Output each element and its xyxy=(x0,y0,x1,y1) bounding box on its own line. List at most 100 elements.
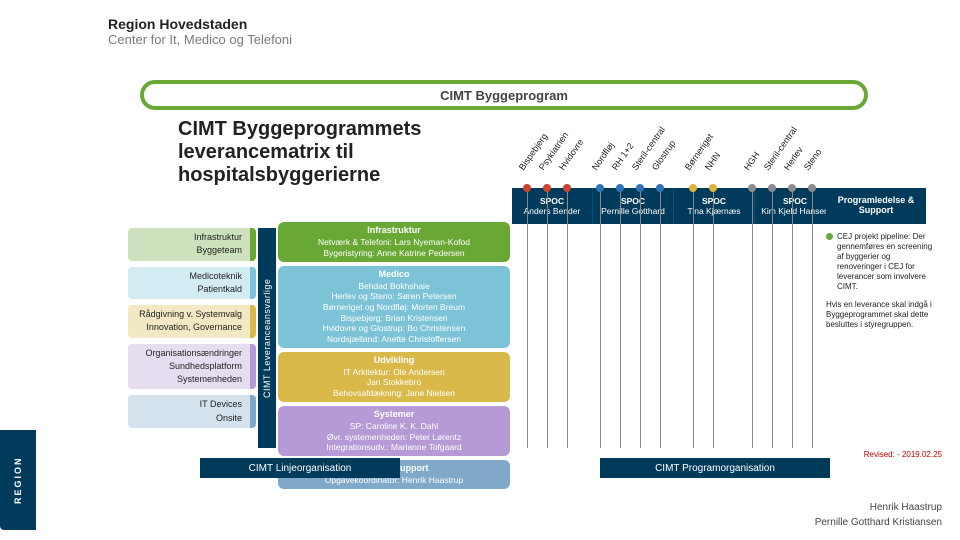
category-row: Infrastruktur xyxy=(128,231,248,244)
hospital-line xyxy=(600,190,601,448)
hospital-line xyxy=(640,190,641,448)
spoc-row: SPOCAnders BenderSPOCPernille GotthardSP… xyxy=(512,188,835,224)
spoc-name: Kim Kjeld Hansen xyxy=(757,206,833,216)
function-title: Infrastruktur xyxy=(284,225,504,236)
category-row: Organisationsændringer xyxy=(128,347,248,360)
note-dot xyxy=(826,233,833,240)
hospital-line xyxy=(752,190,753,448)
category-block: MedicoteknikPatientkald xyxy=(128,267,256,300)
hospital-dot xyxy=(616,184,624,192)
hospital-label: Steno xyxy=(802,147,824,172)
category-row: Sundhedsplatform xyxy=(128,360,248,373)
note-item: CEJ projekt pipeline: Der gennemføres en… xyxy=(826,232,936,292)
category-block: InfrastrukturByggeteam xyxy=(128,228,256,261)
category-row: Systemenheden xyxy=(128,373,248,386)
note-text: CEJ projekt pipeline: Der gennemføres en… xyxy=(837,232,936,292)
spoc-cell: SPOCTina Kjærnæs xyxy=(674,188,755,224)
function-line: SP: Caroline K. K. Dahl xyxy=(284,421,504,432)
category-row: Patientkald xyxy=(128,283,248,296)
program-box: Programledelse & Support xyxy=(826,188,926,224)
spoc-cell: SPOCAnders Bender xyxy=(512,188,593,224)
spoc-name: Tina Kjærnæs xyxy=(676,206,752,216)
category-column: InfrastrukturByggeteam MedicoteknikPatien… xyxy=(128,228,256,434)
hospital-dot xyxy=(636,184,644,192)
author-1: Henrik Haastrup xyxy=(815,500,942,515)
category-block: OrganisationsændringerSundhedsplatformSy… xyxy=(128,344,256,390)
category-row: Onsite xyxy=(128,412,248,425)
function-line: Bygeristyring: Anne Katrine Pedersen xyxy=(284,248,504,259)
function-box: MedicoBehdad BokhshaieHerlev og Steno: S… xyxy=(278,266,510,348)
function-line: Integrationsudv.: Marianne Tofgaard xyxy=(284,442,504,453)
authors: Henrik Haastrup Pernille Gotthard Kristi… xyxy=(815,500,942,530)
function-line: Nordsjælland: Anette Christoffersen xyxy=(284,334,504,345)
spoc-title: SPOC xyxy=(757,196,833,206)
spoc-cell: SPOCKim Kjeld Hansen xyxy=(755,188,835,224)
hospital-dot xyxy=(543,184,551,192)
hospital-dot xyxy=(596,184,604,192)
notes-block: CEJ projekt pipeline: Der gennemføres en… xyxy=(826,232,936,338)
hospital-dot xyxy=(808,184,816,192)
spoc-title: SPOC xyxy=(676,196,752,206)
function-line: Jan Stokkebro xyxy=(284,377,504,388)
page: REGION Region Hovedstaden Center for It,… xyxy=(0,0,960,540)
category-block: IT DevicesOnsite xyxy=(128,395,256,428)
function-line: Netværk & Telefoni: Lars Nyeman-Kofod xyxy=(284,237,504,248)
region-sidebar: REGION xyxy=(0,430,36,530)
hospital-dot xyxy=(788,184,796,192)
bottom-label-left: CIMT Linjeorganisation xyxy=(200,458,400,478)
hospital-dot xyxy=(689,184,697,192)
category-block: Rådgivning v. SystemvalgInnovation, Gove… xyxy=(128,305,256,338)
main-title: CIMT Byggeprogrammets leverancematrix ti… xyxy=(178,118,508,187)
function-title: Systemer xyxy=(284,409,504,420)
hospital-line xyxy=(792,190,793,448)
note-text: Hvis en leverance skal indgå i Byggeprog… xyxy=(826,300,936,330)
hospital-dot xyxy=(523,184,531,192)
function-line: Børneriget og Nordfløj: Morten Breum xyxy=(284,302,504,313)
spoc-title: SPOC xyxy=(514,196,590,206)
hospital-line xyxy=(527,190,528,448)
page-header: Region Hovedstaden Center for It, Medico… xyxy=(108,16,292,47)
function-line: Herlev og Steno: Søren Petersen xyxy=(284,291,504,302)
function-line: Bispebjerg: Brian Kristensen xyxy=(284,313,504,324)
category-row: Rådgivning v. Systemvalg xyxy=(128,308,248,321)
function-box: UdviklingIT Arkitektur: Ole AndersenJan … xyxy=(278,352,510,402)
category-row: Innovation, Governance xyxy=(128,321,248,334)
hospital-line xyxy=(693,190,694,448)
hospital-line xyxy=(620,190,621,448)
program-pill: CIMT Byggeprogram xyxy=(140,80,868,110)
category-row: Byggeteam xyxy=(128,244,248,257)
header-line1: Region Hovedstaden xyxy=(108,16,292,32)
author-2: Pernille Gotthard Kristiansen xyxy=(815,515,942,530)
hospital-dot xyxy=(768,184,776,192)
function-line: IT Arkitektur: Ole Andersen xyxy=(284,367,504,378)
function-line: Hvidovre og Glostrup: Bo Christensen xyxy=(284,323,504,334)
note-item: Hvis en leverance skal indgå i Byggeprog… xyxy=(826,300,936,330)
bottom-label-right: CIMT Programorganisation xyxy=(600,458,830,478)
hospital-line xyxy=(660,190,661,448)
hospital-line xyxy=(812,190,813,448)
function-line: Behovsafdækning: Jane Nielsen xyxy=(284,388,504,399)
spoc-cell: SPOCPernille Gotthard xyxy=(593,188,674,224)
hospital-label: HGH xyxy=(742,150,762,172)
category-row: Medicoteknik xyxy=(128,270,248,283)
hospital-line xyxy=(567,190,568,448)
hospital-label: NHN xyxy=(703,150,722,172)
hospital-dot xyxy=(656,184,664,192)
function-line: Behdad Bokhshaie xyxy=(284,281,504,292)
hospital-dot xyxy=(709,184,717,192)
hospital-dot xyxy=(748,184,756,192)
function-box: SystemerSP: Caroline K. K. DahlØvr. syst… xyxy=(278,406,510,456)
hospital-line xyxy=(772,190,773,448)
header-line2: Center for It, Medico og Telefoni xyxy=(108,32,292,47)
spoc-name: Anders Bender xyxy=(514,206,590,216)
category-row: IT Devices xyxy=(128,398,248,411)
function-line: Øvr. systemenheden: Peter Lørentz xyxy=(284,432,504,443)
function-title: Udvikling xyxy=(284,355,504,366)
vertical-label: CIMT Leveranceansvarlige xyxy=(258,228,276,448)
function-title: Medico xyxy=(284,269,504,280)
hospital-line xyxy=(713,190,714,448)
hospital-line xyxy=(547,190,548,448)
function-box: InfrastrukturNetværk & Telefoni: Lars Ny… xyxy=(278,222,510,262)
revised-date: Revised: - 2019.02.25 xyxy=(864,450,942,459)
function-column: InfrastrukturNetværk & Telefoni: Lars Ny… xyxy=(278,222,510,493)
